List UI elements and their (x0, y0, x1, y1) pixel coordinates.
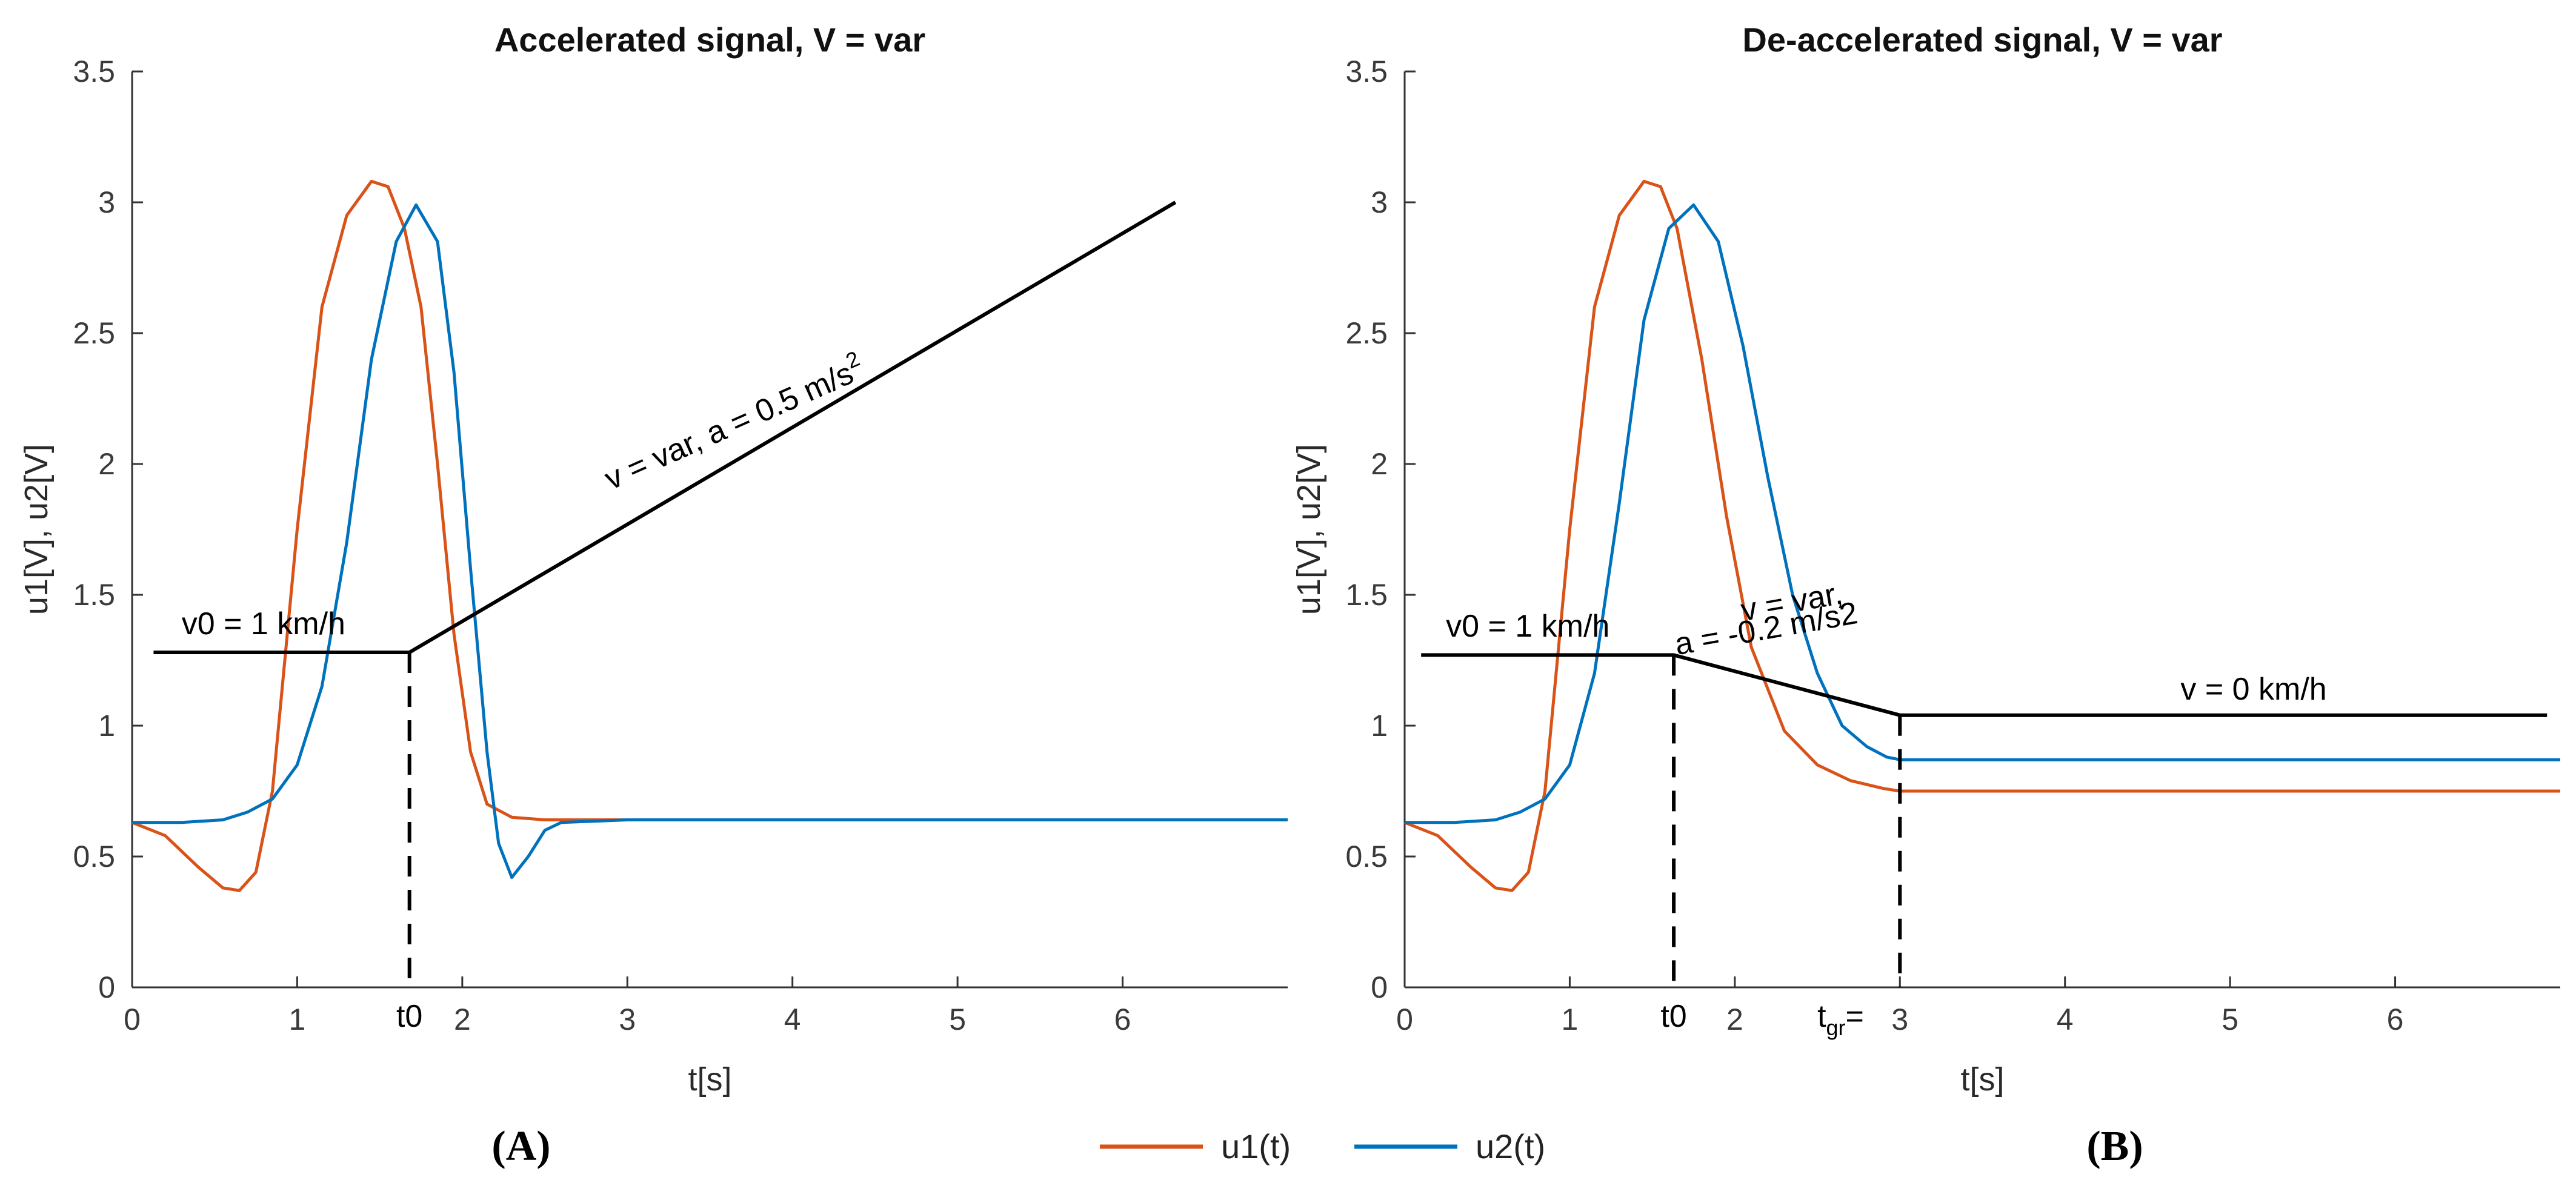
y-tick-label: 3.5 (1345, 55, 1388, 88)
x-axis-label: t[s] (1960, 1061, 2004, 1098)
x-tick-label: 6 (1114, 1002, 1131, 1036)
y-tick-label: 2 (1371, 447, 1388, 481)
y-tick-label: 1.5 (73, 578, 115, 612)
annotation: t0 (396, 999, 422, 1034)
annotation: v0 = 1 km/h (1446, 609, 1609, 644)
annotation: v0 = 1 km/h (182, 606, 345, 641)
y-tick-label: 1 (98, 709, 115, 743)
y-tick-label: 3.5 (73, 55, 115, 88)
y-tick-label: 2 (98, 447, 115, 481)
annotation: tgr= (1817, 999, 1864, 1040)
x-tick-label: 3 (619, 1002, 636, 1036)
y-axis-label: u1[V], u2[V] (1291, 444, 1327, 615)
y-tick-label: 1 (1371, 709, 1388, 743)
panel-label-a: (A) (491, 1123, 550, 1170)
y-tick-label: 0.5 (1345, 840, 1388, 873)
x-tick-label: 6 (2387, 1002, 2404, 1036)
x-tick-label: 4 (2057, 1002, 2074, 1036)
y-tick-label: 2.5 (1345, 316, 1388, 350)
x-tick-label: 4 (784, 1002, 801, 1036)
y-tick-label: 0 (98, 970, 115, 1004)
annotation: t0 (1660, 999, 1686, 1034)
chart-title: Accelerated signal, V = var (494, 21, 925, 59)
series-line-u2 (132, 203, 1288, 880)
y-tick-label: 2.5 (73, 316, 115, 350)
legend: u1(t) u2(t) (1100, 1127, 1545, 1165)
x-tick-label: 0 (1396, 1002, 1413, 1036)
series-line-u2 (1405, 203, 2560, 824)
x-tick-label: 2 (454, 1002, 471, 1036)
y-axis-label: u1[V], u2[V] (18, 444, 55, 615)
y-tick-label: 0.5 (73, 840, 115, 873)
panel-label-b: (B) (2086, 1123, 2143, 1170)
x-tick-label: 3 (1891, 1002, 1908, 1036)
x-tick-label: 2 (1726, 1002, 1743, 1036)
y-tick-label: 3 (98, 185, 115, 219)
x-tick-label: 1 (1562, 1002, 1579, 1036)
x-tick-label: 1 (289, 1002, 306, 1036)
y-tick-label: 0 (1371, 970, 1388, 1004)
x-tick-label: 5 (2222, 1002, 2238, 1036)
annotation: v = 0 km/h (2180, 672, 2326, 707)
x-tick-label: 5 (949, 1002, 966, 1036)
legend-label-u2: u2(t) (1476, 1127, 1545, 1165)
chart-title: De-accelerated signal, V = var (1742, 21, 2222, 59)
y-tick-label: 1.5 (1345, 578, 1388, 612)
legend-label-u1: u1(t) (1221, 1127, 1291, 1165)
velocity-profile-line (1421, 653, 2548, 717)
x-tick-label: 0 (124, 1002, 141, 1036)
x-axis-label: t[s] (688, 1061, 731, 1098)
y-tick-label: 3 (1371, 185, 1388, 219)
